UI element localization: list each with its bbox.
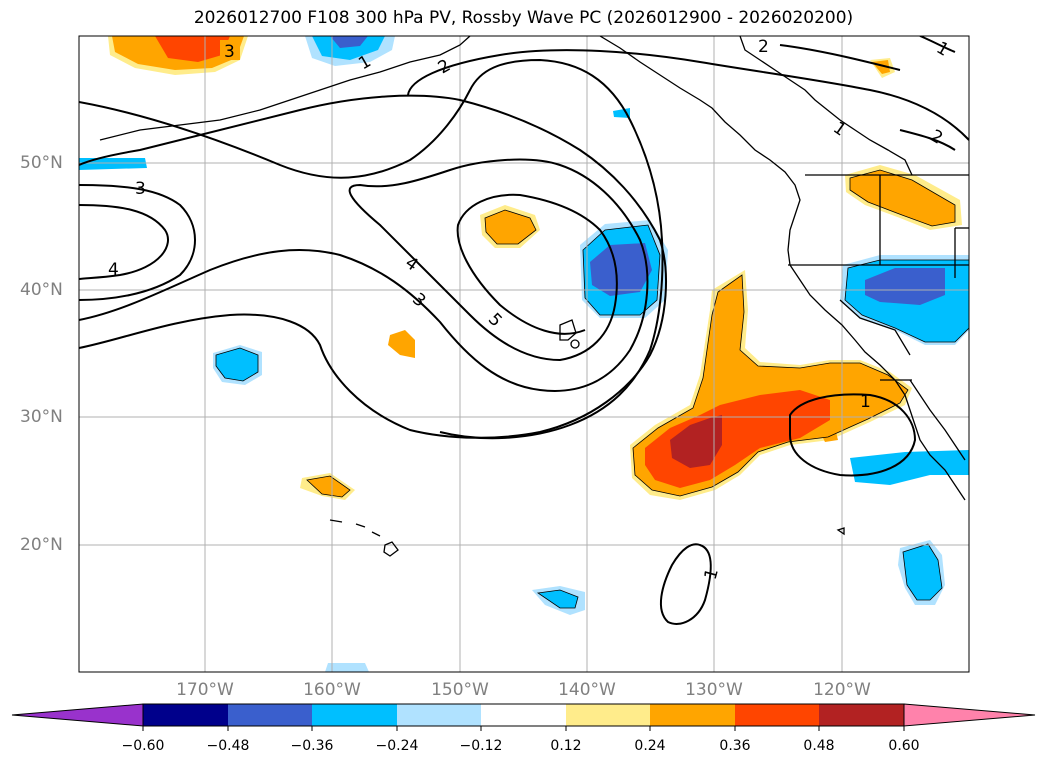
contour-label: 1 <box>829 118 849 141</box>
anomaly-outlines <box>215 169 969 609</box>
lon-label-140w: 140°W <box>558 680 616 700</box>
colorbar-tick-label: 0.12 <box>550 738 582 754</box>
colorbar-bin <box>143 704 228 726</box>
colorbar-tick-label: 0.36 <box>719 738 751 754</box>
contour-label: 4 <box>108 260 119 280</box>
colorbar-bin <box>735 704 819 726</box>
lat-label-20n: 20°N <box>20 535 63 555</box>
colorbar-bin <box>397 704 481 726</box>
colorbar-tick-label: −0.60 <box>121 738 165 754</box>
contour-label: 3 <box>135 179 146 199</box>
map-frame <box>78 35 970 673</box>
contour-label: 1 <box>860 392 871 412</box>
colorbar-extend-high <box>903 703 1036 727</box>
figure-title: 2026012700 F108 300 hPa PV, Rossby Wave … <box>193 8 854 28</box>
lon-label-170w: 170°W <box>176 680 234 700</box>
colorbar-tick-label: −0.36 <box>290 738 334 754</box>
lon-label-130w: 130°W <box>685 680 743 700</box>
lat-label-40n: 40°N <box>20 280 63 300</box>
lat-label-50n: 50°N <box>20 153 63 173</box>
contour-label: 2 <box>927 126 946 149</box>
colorbar-bin <box>650 704 735 726</box>
contour-label: 5 <box>484 309 506 331</box>
gridlines <box>79 36 969 672</box>
colorbar-bin <box>312 704 397 726</box>
colorbar-bin <box>481 704 566 726</box>
colorbar-tick-label: 0.24 <box>634 738 666 754</box>
colorbar-bin <box>566 704 650 726</box>
pv-contours <box>79 36 969 625</box>
negative-anomaly-fills <box>79 36 969 672</box>
contour-label: 2 <box>758 37 769 57</box>
colorbar-tick-label: −0.48 <box>206 738 250 754</box>
lon-label-150w: 150°W <box>431 680 489 700</box>
contour-labels: 3 2 1 2 3 4 4 3 5 1 1 2 1 1 <box>108 37 952 582</box>
contour-label: 3 <box>224 42 235 62</box>
lat-label-30n: 30°N <box>20 407 63 427</box>
colorbar-bin <box>819 704 904 726</box>
positive-anomaly-fills <box>108 36 962 500</box>
colorbar-tick-label: 0.48 <box>803 738 835 754</box>
colorbar-bin <box>228 704 312 726</box>
colorbar-tick-label: −0.24 <box>375 738 419 754</box>
colorbar-tick-label: 0.60 <box>888 738 920 754</box>
lon-label-120w: 120°W <box>813 680 871 700</box>
lon-label-160w: 160°W <box>303 680 361 700</box>
coastlines <box>99 36 969 557</box>
colorbar-tick-label: −0.12 <box>459 738 503 754</box>
colorbar-extend-low <box>11 703 144 727</box>
colorbar <box>11 703 1036 731</box>
contour-label: 1 <box>701 566 723 582</box>
